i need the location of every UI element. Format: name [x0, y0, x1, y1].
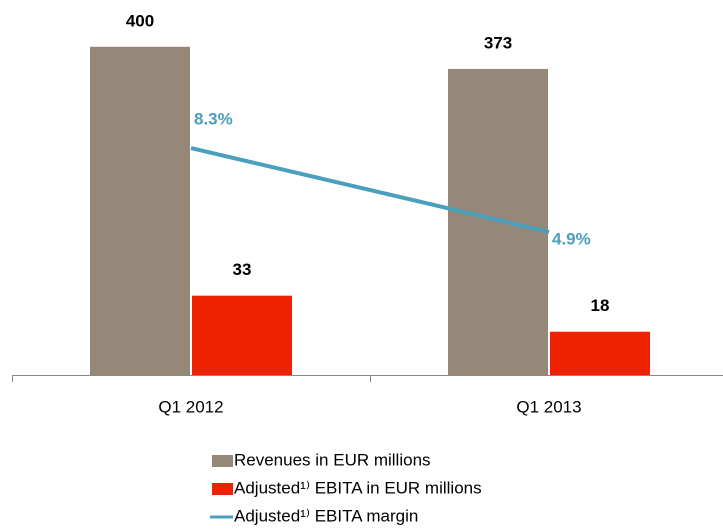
value-label: 373: [484, 33, 512, 52]
legend-swatch: [212, 483, 233, 495]
legend-label: Revenues in EUR millions: [234, 450, 431, 469]
bar: [550, 331, 650, 375]
value-label: 8.3%: [194, 110, 233, 129]
legend-label: Adjusted¹⁾ EBITA margin: [234, 506, 418, 525]
x-tick-label: Q1 2012: [158, 397, 223, 416]
bar: [90, 46, 190, 375]
x-tick-label: Q1 2013: [516, 397, 581, 416]
legend-label: Adjusted¹⁾ EBITA in EUR millions: [234, 478, 482, 497]
value-label: 400: [126, 11, 154, 30]
value-label: 18: [591, 296, 610, 315]
line: [190, 146, 550, 234]
legend-swatch: [212, 455, 233, 467]
value-label: 33: [233, 260, 252, 279]
bar: [192, 295, 292, 375]
value-label: 4.9%: [552, 229, 591, 248]
